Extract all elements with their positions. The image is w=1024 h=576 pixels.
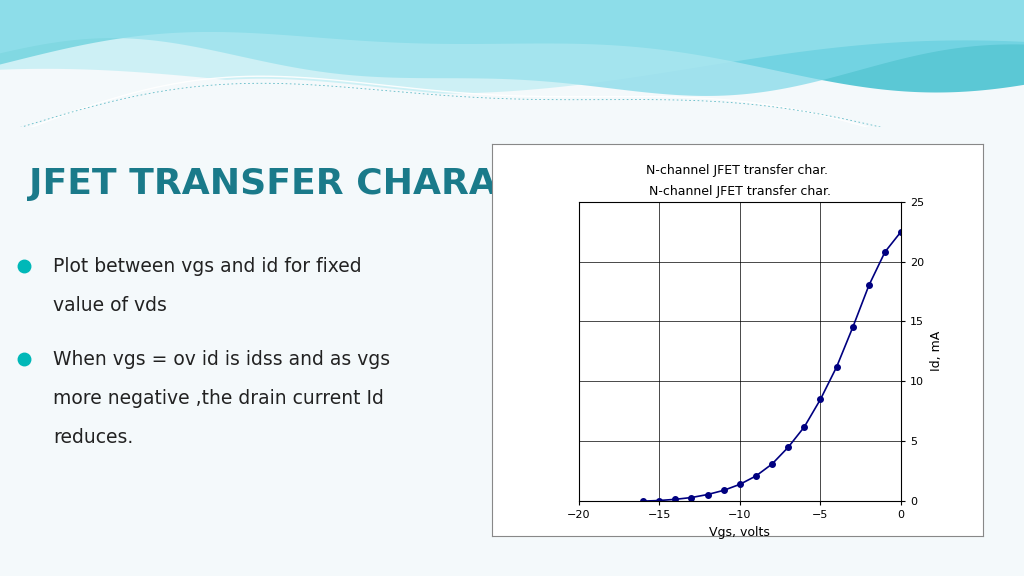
Title: N-channel JFET transfer char.: N-channel JFET transfer char.	[649, 185, 830, 198]
Text: reduces.: reduces.	[53, 427, 133, 446]
Polygon shape	[0, 0, 1024, 96]
Text: Plot between vgs and id for fixed: Plot between vgs and id for fixed	[53, 257, 361, 276]
Text: JFET TRANSFER CHARACTERISTICS: JFET TRANSFER CHARACTERISTICS	[29, 166, 731, 201]
Text: value of vds: value of vds	[53, 296, 167, 314]
Text: N-channel JFET transfer char.: N-channel JFET transfer char.	[646, 164, 828, 177]
Polygon shape	[0, 79, 1024, 174]
Text: When vgs = ov id is idss and as vgs: When vgs = ov id is idss and as vgs	[53, 350, 390, 369]
Text: more negative ,the drain current Id: more negative ,the drain current Id	[53, 389, 384, 408]
X-axis label: Vgs, volts: Vgs, volts	[710, 526, 770, 539]
Y-axis label: Id, mA: Id, mA	[930, 331, 943, 372]
Polygon shape	[0, 0, 1024, 93]
Polygon shape	[0, 0, 1024, 94]
